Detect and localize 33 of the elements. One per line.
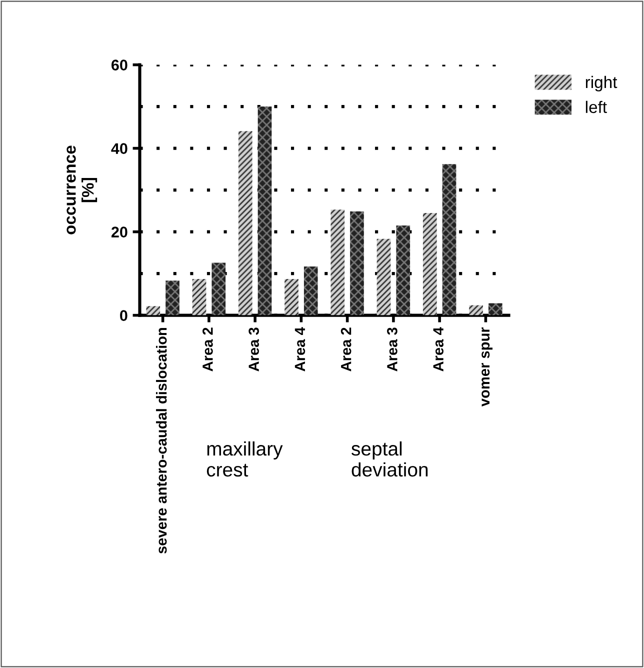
y-tick-label: 60: [112, 60, 128, 70]
bar: [238, 131, 252, 316]
bar: [192, 278, 206, 316]
bar: [258, 106, 272, 316]
bar: [350, 211, 364, 316]
bar: [396, 226, 410, 316]
x-tick-label: Area 3: [248, 328, 259, 372]
bar: [488, 303, 502, 316]
bar: [212, 262, 226, 316]
text: septal deviation: [352, 441, 428, 477]
bar: [304, 266, 318, 316]
bar: [422, 213, 437, 316]
bar: [284, 278, 298, 316]
legend-label: left: [586, 100, 607, 114]
text: maxillary crest: [206, 441, 283, 477]
y-axis-title: occurrence [%]: [66, 146, 98, 234]
x-tick-label: Area 2: [340, 328, 352, 372]
bar: [330, 210, 345, 316]
bar: [166, 280, 180, 316]
y-tick-label: 40: [111, 143, 128, 154]
x-tick-label: severe antero-caudal dislocation: [156, 328, 167, 554]
y-tick-label: 20: [111, 226, 128, 238]
x-tick-label: vomer spur: [482, 327, 492, 406]
y-tick-label: 0: [120, 310, 128, 321]
x-tick-label: Area 4: [433, 327, 444, 372]
x-tick-label: Area 4: [294, 327, 306, 372]
bar: [469, 305, 483, 316]
x-tick-label: Area 2: [202, 328, 213, 372]
bar: [442, 164, 456, 316]
legend-label: right: [586, 76, 618, 92]
bar: [376, 238, 391, 316]
bar: [146, 306, 160, 316]
x-tick-label: Area 3: [387, 328, 398, 372]
